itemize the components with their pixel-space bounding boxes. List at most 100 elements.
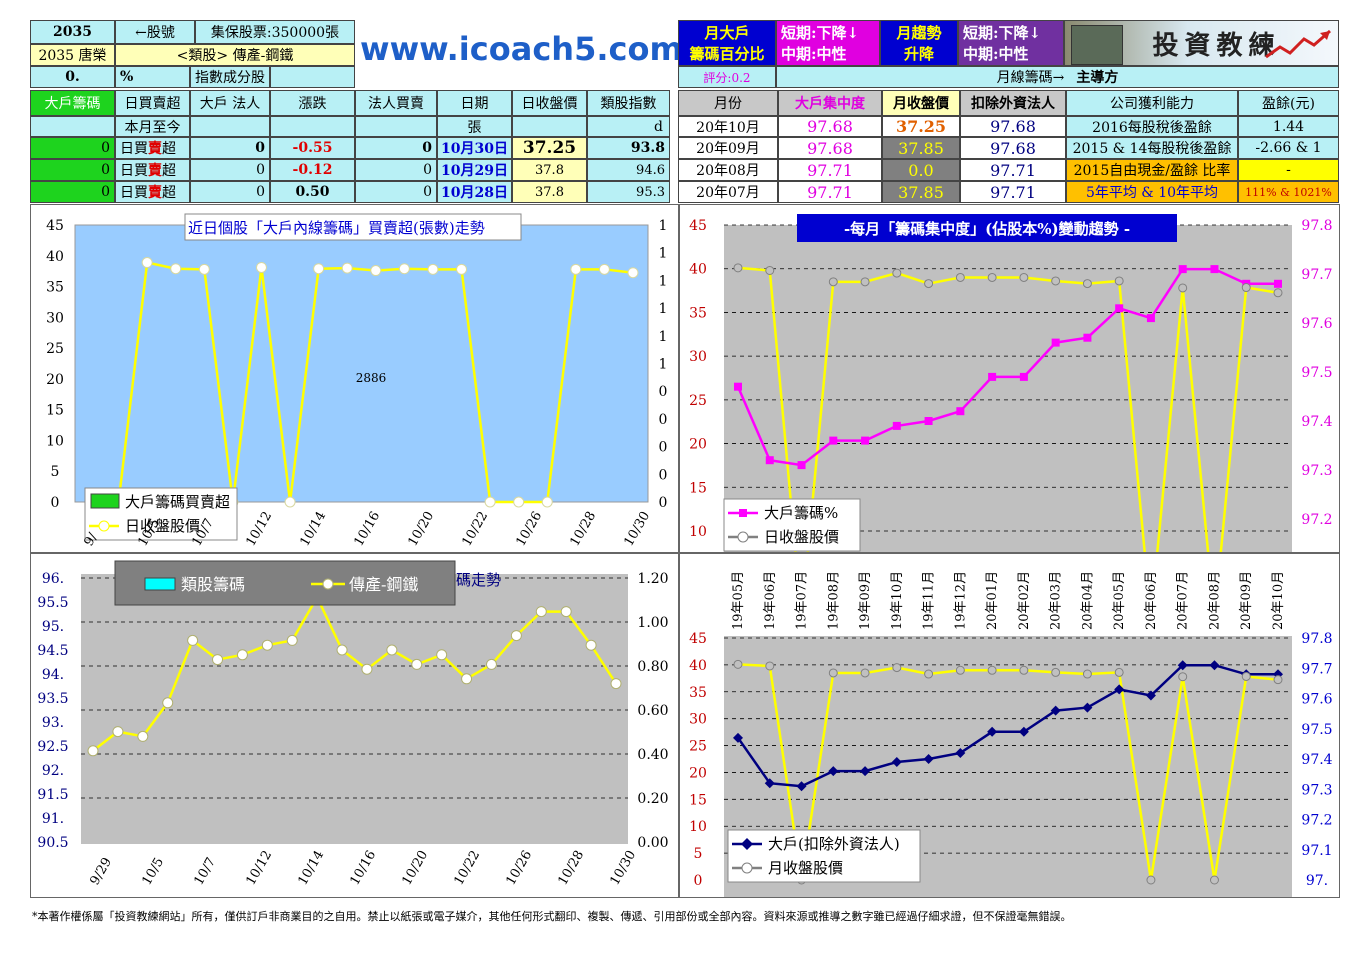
concentration-point [1274,279,1282,288]
legend-box [727,829,921,883]
chart-top-left: 454035302520151050111111000002886近日個股「大戶… [46,213,668,549]
price-point [1082,669,1092,679]
left-row-label: 日買賣超 [115,181,190,203]
right-tick: 97.3 [1301,463,1332,479]
price-point [1114,276,1124,286]
holder-point [955,747,966,758]
mid-term-1: 中期:中性 [781,45,847,63]
big-holder-title-1: 月大戶 [704,24,750,42]
price-line [737,266,1279,619]
pct-sign: % [115,66,190,88]
x-tick: 10/20 [399,848,431,888]
concentration-point [1115,304,1124,313]
x-tick: 10/22 [451,848,483,888]
right-tick: 97.7 [1301,267,1332,283]
price-point [955,665,965,675]
custody-shares: 集保股票:350000張 [195,20,355,44]
left-col-header: 日買賣超 [115,90,190,116]
right-row-month: 20年08月 [678,159,778,181]
sector-point [261,639,273,651]
blank-cell [270,66,355,88]
plot-area [81,574,628,844]
right-row-close: 37.85 [882,137,960,159]
legend-marker [98,520,110,532]
left-tick: 95.5 [37,595,68,611]
holder-point [1082,702,1093,713]
close-price-point [456,263,468,275]
right-row-ex: 97.71 [960,181,1066,203]
left-tick: 92.5 [37,739,68,755]
left-subrow-cell [270,116,355,137]
mid-term-2: 中期:中性 [963,45,1029,63]
left-tick: 40 [689,262,707,278]
price-point [987,272,997,282]
left-row-big: 0 [30,159,115,181]
holder-point [891,757,902,768]
right-row-close: 37.25 [882,116,960,137]
x-tick: 20年07月 [1176,571,1191,630]
holder-point [733,732,743,743]
left-row-holder: 0 [190,159,270,181]
price-point [860,668,870,678]
left-subrow-cell [355,116,437,137]
right-row-close: 0.0 [882,159,960,181]
left-row-label: 日買賣超 [115,159,190,181]
left-row-inst: 0 [355,181,437,203]
right-row-item: 2015 & 14每股稅後盈餘 [1066,137,1238,159]
close-price-point [141,257,153,269]
legend-marker [322,578,334,590]
left-tick: 10 [689,819,707,835]
right-tick: 0 [659,440,668,456]
price-point [1241,671,1251,681]
left-col-header: 日期 [437,90,512,116]
left-row-date: 10月30日 [437,137,512,159]
price-point [1241,283,1251,293]
right-col-header: 大戶集中度 [778,90,882,116]
right-row-value: - [1238,159,1339,181]
right-tick: 1 [659,218,668,234]
logo-banner: 投資教練 [1064,20,1339,66]
left-tick: 45 [46,218,64,234]
sector-point [411,658,423,670]
left-row-holder: 0 [190,137,270,159]
sector-point [112,726,124,738]
right-row-conc: 97.68 [778,116,882,137]
big-holder-title-2: 籌碼百分比 [689,45,765,63]
sector-point [510,630,522,642]
price-point [892,663,902,673]
left-tick: 94.5 [37,643,68,659]
right-tick: 97. [1306,873,1328,889]
close-price-point [513,496,525,508]
x-tick: 19年05月 [731,571,746,630]
right-row-ex: 97.71 [960,159,1066,181]
left-col-header: 日收盤價 [512,90,587,116]
close-price-point [198,263,210,275]
trend-box-1: 短期:下降↓ 中期:中性 [776,20,880,66]
title-box [797,214,1177,242]
x-tick: 10/28 [567,509,599,549]
left-col-header: 漲跌 [270,90,355,116]
price-point [1051,276,1061,286]
legend-label: 大戶籌碼% [764,504,838,522]
label-over: 超 [162,163,176,179]
chart-bottom-left-panel: 96. 95.5 95. 94.5 94. 93.5 93. 92.5 92. 91.5 91. 90… [30,553,679,898]
x-tick: 10/22 [459,509,491,549]
legend-marker [741,838,753,850]
left-subrow-cell: 本月至今 [115,116,190,137]
right-col-header: 月收盤價 [882,90,960,116]
x-tick: 19年07月 [795,571,810,630]
label-sell: 賣 [148,185,162,201]
legend-marker [739,509,747,517]
plot-area [724,225,1292,552]
right-tick: 97.2 [1301,813,1332,829]
x-tick: 20年08月 [1207,571,1222,630]
left-tick: 15 [46,403,64,419]
title-box [184,213,522,241]
concentration-point [924,417,933,425]
concentration-point [1146,314,1155,323]
right-tick: 1 [659,329,668,345]
price-point [828,668,838,678]
left-row-index: 93.8 [587,137,670,159]
left-tick: 40 [46,249,64,265]
left-col-header: 法人買賣 [355,90,437,116]
